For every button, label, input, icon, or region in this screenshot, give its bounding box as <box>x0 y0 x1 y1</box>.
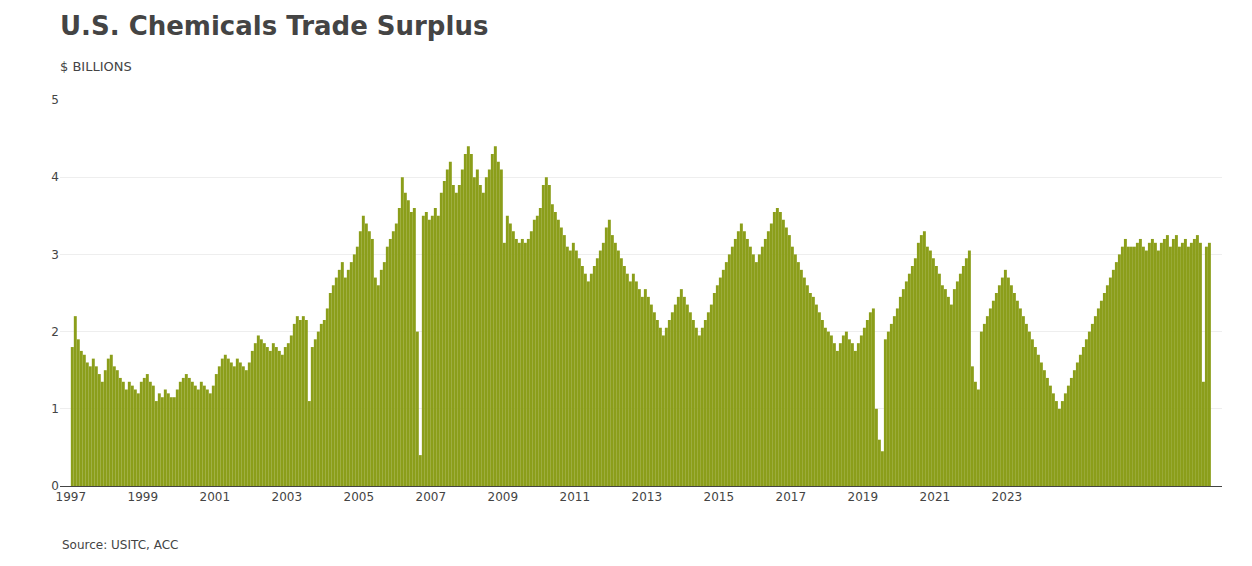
svg-text:1997: 1997 <box>56 490 87 504</box>
svg-text:1: 1 <box>51 402 59 416</box>
svg-text:Source: USITC, ACC: Source: USITC, ACC <box>62 538 178 552</box>
svg-text:2023: 2023 <box>992 490 1023 504</box>
svg-text:2: 2 <box>51 325 59 339</box>
svg-text:4: 4 <box>51 170 59 184</box>
svg-text:2005: 2005 <box>344 490 375 504</box>
svg-text:$ BILLIONS: $ BILLIONS <box>60 59 132 74</box>
svg-text:2019: 2019 <box>848 490 879 504</box>
svg-text:2007: 2007 <box>416 490 447 504</box>
svg-text:0: 0 <box>51 479 59 493</box>
svg-text:2009: 2009 <box>488 490 519 504</box>
svg-text:2013: 2013 <box>632 490 663 504</box>
svg-text:2001: 2001 <box>200 490 231 504</box>
svg-text:2021: 2021 <box>920 490 951 504</box>
svg-text:5: 5 <box>51 93 59 107</box>
svg-text:2003: 2003 <box>272 490 303 504</box>
svg-text:2017: 2017 <box>776 490 807 504</box>
svg-text:2011: 2011 <box>560 490 591 504</box>
svg-text:3: 3 <box>51 248 59 262</box>
svg-text:U.S. Chemicals Trade Surplus: U.S. Chemicals Trade Surplus <box>60 11 488 41</box>
svg-text:1999: 1999 <box>128 490 159 504</box>
svg-text:2015: 2015 <box>704 490 735 504</box>
